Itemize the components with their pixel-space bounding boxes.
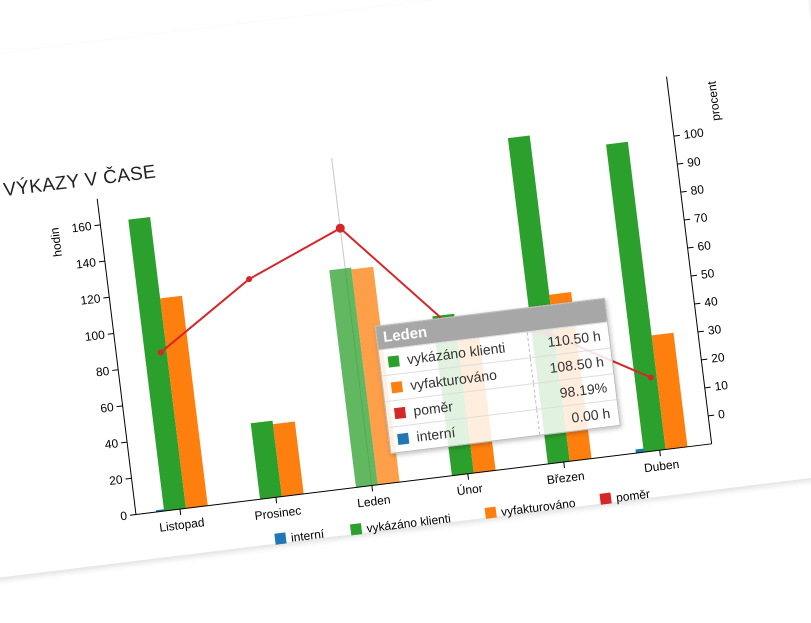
x-tick (179, 509, 182, 516)
line-point (647, 374, 654, 381)
bar-vyfakturováno (651, 332, 688, 450)
x-tick (659, 450, 661, 457)
y-tick-label-right: 0 (717, 407, 726, 422)
tooltip-swatch (390, 381, 404, 394)
y-tick-label-left: 140 (75, 255, 97, 271)
y-axis-label-right: procent (704, 80, 723, 122)
legend-swatch (484, 506, 497, 519)
y-tick-label-left: 40 (104, 436, 119, 452)
y-tick-left (129, 514, 137, 516)
x-tick (371, 485, 374, 492)
y-tick-label-left: 80 (95, 364, 110, 380)
y-tick-label-right: 30 (707, 322, 722, 338)
line-point (335, 223, 345, 233)
y-tick-left (125, 477, 132, 480)
y-tick-label-left: 100 (84, 328, 106, 344)
y-tick-right (684, 218, 691, 221)
y-tick-label-right: 100 (683, 125, 705, 141)
tooltip-swatch (387, 355, 400, 368)
line-point (157, 349, 164, 356)
legend-label: vyfakturováno (500, 496, 576, 519)
x-axis (135, 443, 712, 515)
line-point (246, 276, 253, 283)
y-tick-left (121, 441, 128, 444)
y-tick-right (690, 274, 698, 277)
legend-label: vykázáno klienti (366, 511, 452, 535)
x-tick (275, 497, 278, 504)
y-tick-label-left: 120 (80, 291, 102, 307)
y-tick-right (687, 246, 694, 249)
x-tick (467, 473, 470, 480)
bar-vykázáno-klienti (250, 420, 282, 500)
y-tick-label-right: 50 (700, 266, 715, 282)
bar-vyfakturováno (272, 421, 304, 497)
y-tick-left (107, 333, 114, 335)
y-tick-label-right: 60 (697, 238, 712, 254)
bar-vykázáno-klienti (329, 267, 378, 488)
y-tick-label-left: 160 (71, 219, 93, 235)
y-tick-right (704, 386, 711, 389)
y-tick-label-left: 20 (108, 472, 123, 488)
y-tick-left (94, 224, 101, 227)
y-tick-right (701, 358, 708, 361)
y-axis-label-left: hodin (47, 227, 64, 258)
bar-vykázáno-klienti (128, 216, 186, 512)
y-tick-label-right: 90 (686, 154, 701, 170)
legend-label: poměr (615, 487, 650, 505)
y-axis-right (666, 76, 713, 444)
tooltip-swatch (393, 406, 407, 420)
y-tick-label-left: 0 (120, 509, 129, 524)
y-tick-label-right: 40 (704, 294, 719, 310)
y-tick-label-right: 10 (714, 378, 729, 394)
bar-vyfakturováno (160, 295, 208, 509)
y-tick-left (98, 260, 105, 263)
tooltip-swatch (397, 432, 410, 445)
y-axis-left (96, 198, 137, 515)
y-tick-left (112, 369, 119, 371)
legend-label: interní (290, 527, 325, 545)
y-tick-right (694, 302, 701, 305)
x-tick (563, 461, 565, 468)
y-tick-right (673, 134, 680, 137)
y-tick-left (103, 296, 110, 299)
legend-swatch (274, 532, 287, 545)
y-tick-label-right: 20 (710, 350, 725, 366)
x-tick-label: Prosinec (254, 503, 302, 523)
x-tick-label: Duben (643, 457, 680, 475)
y-tick-right (680, 190, 687, 193)
y-tick-right (697, 330, 704, 333)
x-tick-label: Leden (356, 492, 391, 510)
y-tick-label-left: 60 (100, 400, 115, 416)
y-tick-label-right: 70 (693, 210, 708, 226)
y-tick-label-right: 80 (690, 182, 705, 198)
y-tick-right (708, 414, 715, 417)
y-tick-left (116, 405, 123, 408)
legend-swatch (599, 492, 612, 505)
x-tick-label: Únor (456, 480, 484, 498)
legend-swatch (349, 523, 363, 536)
x-tick-label: Březen (546, 469, 585, 488)
x-tick-label: Listopad (159, 515, 206, 534)
y-tick-right (677, 162, 684, 165)
